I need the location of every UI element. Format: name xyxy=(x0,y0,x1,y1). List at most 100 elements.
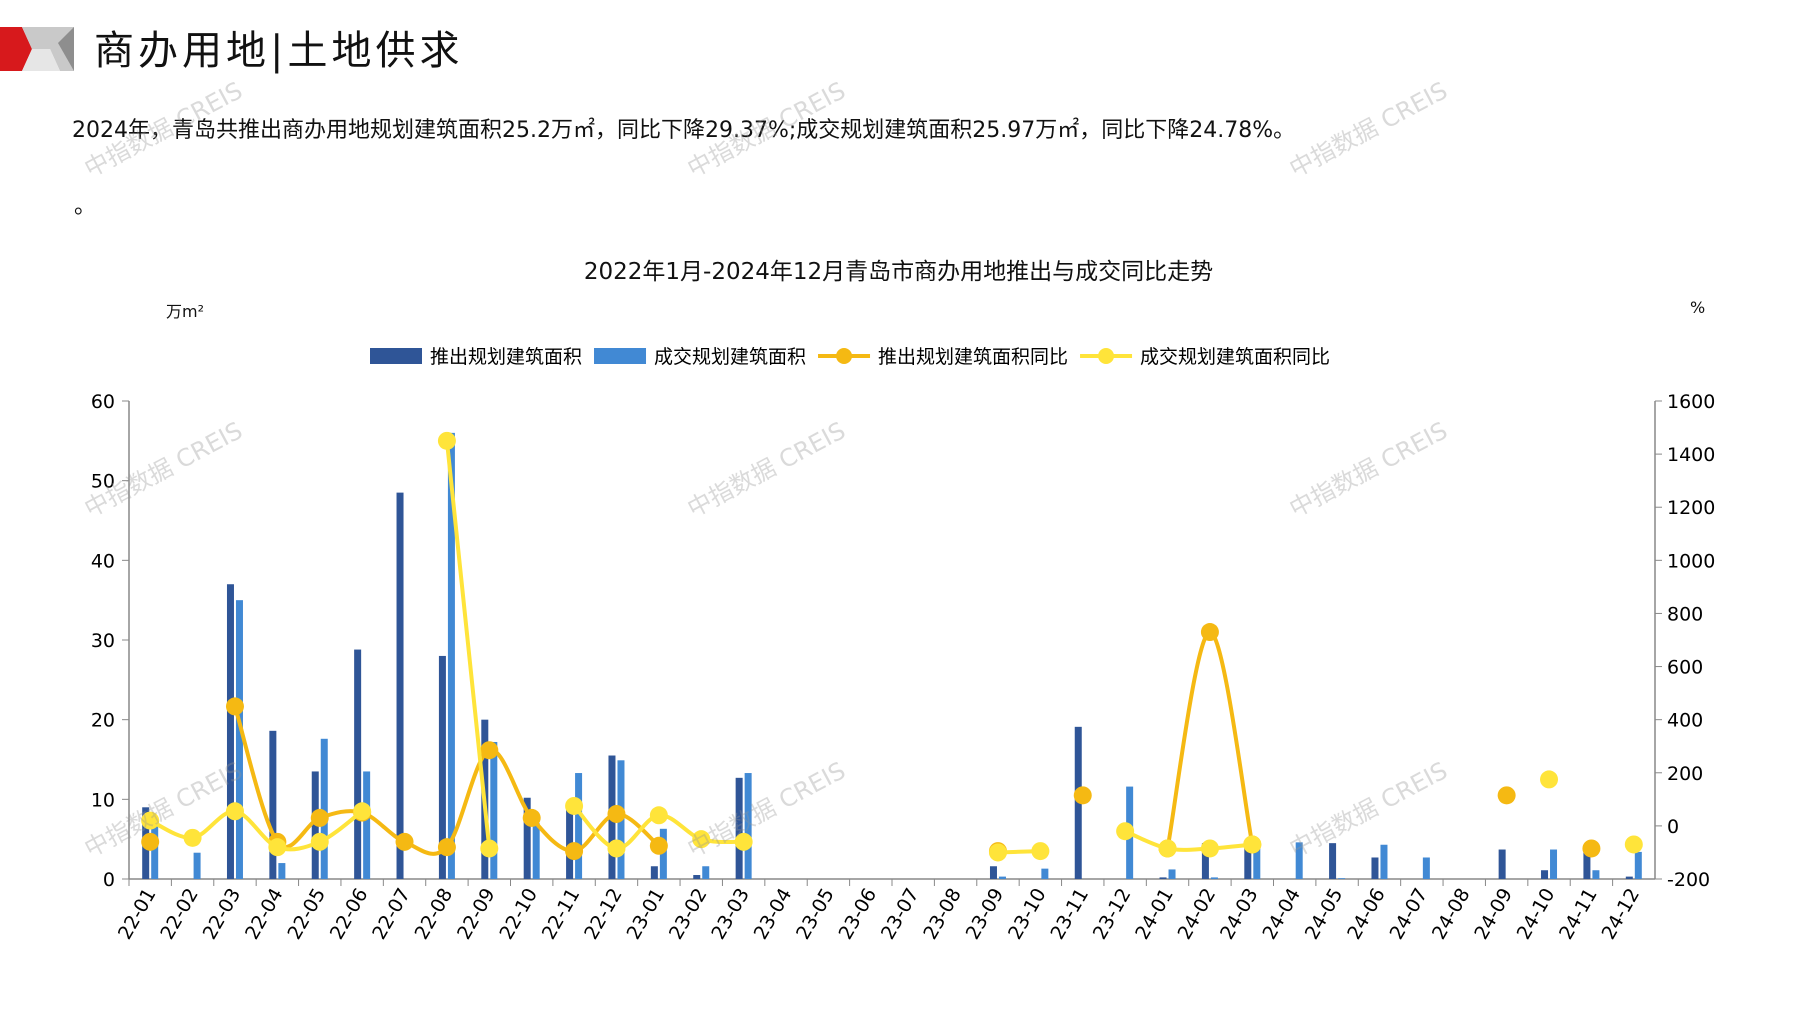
bar-supply xyxy=(523,797,531,879)
bar-deal xyxy=(532,823,540,879)
point-deal-yoy xyxy=(988,843,1007,862)
point-deal-yoy xyxy=(183,828,202,847)
x-tick-label: 23-10 xyxy=(1004,885,1051,944)
point-deal-yoy xyxy=(1116,822,1135,841)
x-tick-label: 22-05 xyxy=(283,885,330,944)
x-tick-label: 24-02 xyxy=(1174,885,1221,944)
right-tick-label: -200 xyxy=(1667,869,1710,891)
right-tick-label: 1200 xyxy=(1667,497,1715,519)
x-tick-label: 22-08 xyxy=(411,885,458,944)
right-tick-label: 200 xyxy=(1667,763,1703,785)
point-supply-yoy xyxy=(607,804,626,823)
x-tick-label: 24-12 xyxy=(1597,885,1644,944)
bar-deal xyxy=(1253,843,1261,879)
left-tick-label: 60 xyxy=(91,391,115,413)
right-tick-label: 1600 xyxy=(1667,391,1715,413)
bar-supply xyxy=(269,730,277,879)
bar-supply xyxy=(1329,843,1337,879)
point-supply-yoy xyxy=(649,836,668,855)
x-tick-label: 22-07 xyxy=(368,885,415,944)
point-deal-yoy xyxy=(437,431,456,450)
left-tick-label: 20 xyxy=(91,710,115,732)
bar-supply xyxy=(650,866,658,879)
point-supply-yoy xyxy=(1200,623,1219,642)
x-tick-label: 23-04 xyxy=(750,885,797,944)
x-tick-label: 24-11 xyxy=(1555,885,1602,944)
x-tick-label: 24-05 xyxy=(1301,885,1348,944)
bar-supply xyxy=(989,866,997,879)
point-deal-yoy xyxy=(565,796,584,815)
bar-deal xyxy=(193,852,201,879)
bar-supply xyxy=(354,649,362,879)
x-tick-label: 22-10 xyxy=(495,885,542,944)
bar-supply xyxy=(1371,857,1379,879)
x-tick-label: 24-01 xyxy=(1131,885,1178,944)
point-supply-yoy xyxy=(1582,839,1601,858)
x-tick-label: 22-01 xyxy=(114,885,161,944)
bar-deal xyxy=(1338,878,1346,879)
line-deal-yoy xyxy=(1124,829,1253,852)
x-tick-label: 22-06 xyxy=(326,885,373,944)
left-tick-label: 40 xyxy=(91,550,115,572)
x-tick-label: 24-07 xyxy=(1386,885,1433,944)
bar-supply xyxy=(1201,843,1209,879)
x-tick-label: 23-06 xyxy=(834,885,881,944)
legend-label: 推出规划建筑面积 xyxy=(430,346,582,368)
right-tick-label: 1400 xyxy=(1667,444,1715,466)
point-deal-yoy xyxy=(1158,839,1177,858)
point-supply-yoy xyxy=(225,697,244,716)
point-deal-yoy xyxy=(353,802,372,821)
x-tick-label: 24-10 xyxy=(1513,885,1560,944)
bar-deal xyxy=(1634,851,1642,879)
point-deal-yoy xyxy=(310,832,329,851)
point-supply-yoy xyxy=(565,842,584,861)
bar-deal xyxy=(575,773,583,879)
bar-supply xyxy=(1583,851,1591,879)
legend-label: 推出规划建筑面积同比 xyxy=(878,346,1068,368)
legend-label: 成交规划建筑面积同比 xyxy=(1140,346,1330,368)
x-tick-label: 22-04 xyxy=(241,885,288,944)
point-deal-yoy xyxy=(734,832,753,851)
bar-deal xyxy=(447,432,455,879)
point-supply-yoy xyxy=(437,838,456,857)
x-tick-label: 23-01 xyxy=(623,885,670,944)
x-tick-label: 22-02 xyxy=(156,885,203,944)
bar-supply xyxy=(438,655,446,879)
point-supply-yoy xyxy=(310,808,329,827)
left-tick-label: 50 xyxy=(91,471,115,493)
x-tick-label: 23-05 xyxy=(792,885,839,944)
point-supply-yoy xyxy=(141,832,160,851)
x-tick-label: 23-11 xyxy=(1046,885,1093,944)
point-deal-yoy xyxy=(1540,770,1559,789)
x-tick-label: 24-08 xyxy=(1428,885,1475,944)
x-tick-label: 22-11 xyxy=(538,885,585,944)
x-tick-label: 23-09 xyxy=(962,884,1009,943)
bar-supply xyxy=(693,875,701,879)
bar-supply xyxy=(1159,877,1167,879)
point-supply-yoy xyxy=(395,832,414,851)
bar-supply xyxy=(1541,870,1549,879)
bar-supply xyxy=(226,584,234,879)
bar-deal xyxy=(278,863,286,879)
point-deal-yoy xyxy=(1031,842,1050,861)
point-deal-yoy xyxy=(480,839,499,858)
bar-deal xyxy=(1380,844,1388,879)
x-tick-label: 22-03 xyxy=(199,885,246,944)
point-deal-yoy xyxy=(1243,835,1262,854)
x-tick-label: 24-04 xyxy=(1258,885,1305,944)
bar-deal xyxy=(1295,842,1303,879)
bar-deal xyxy=(702,866,710,879)
bar-deal xyxy=(1550,849,1558,879)
trailing-mark: 。 xyxy=(74,194,97,219)
bar-supply xyxy=(1244,843,1252,879)
line-deal-yoy xyxy=(444,440,492,849)
x-tick-label: 22-09 xyxy=(453,885,500,944)
point-deal-yoy xyxy=(225,802,244,821)
point-deal-yoy xyxy=(141,811,160,830)
legend-label: 成交规划建筑面积 xyxy=(654,346,806,368)
x-tick-label: 22-12 xyxy=(580,885,627,944)
bar-deal xyxy=(320,738,328,879)
left-tick-label: 0 xyxy=(103,869,115,891)
bar-deal xyxy=(1210,877,1218,879)
